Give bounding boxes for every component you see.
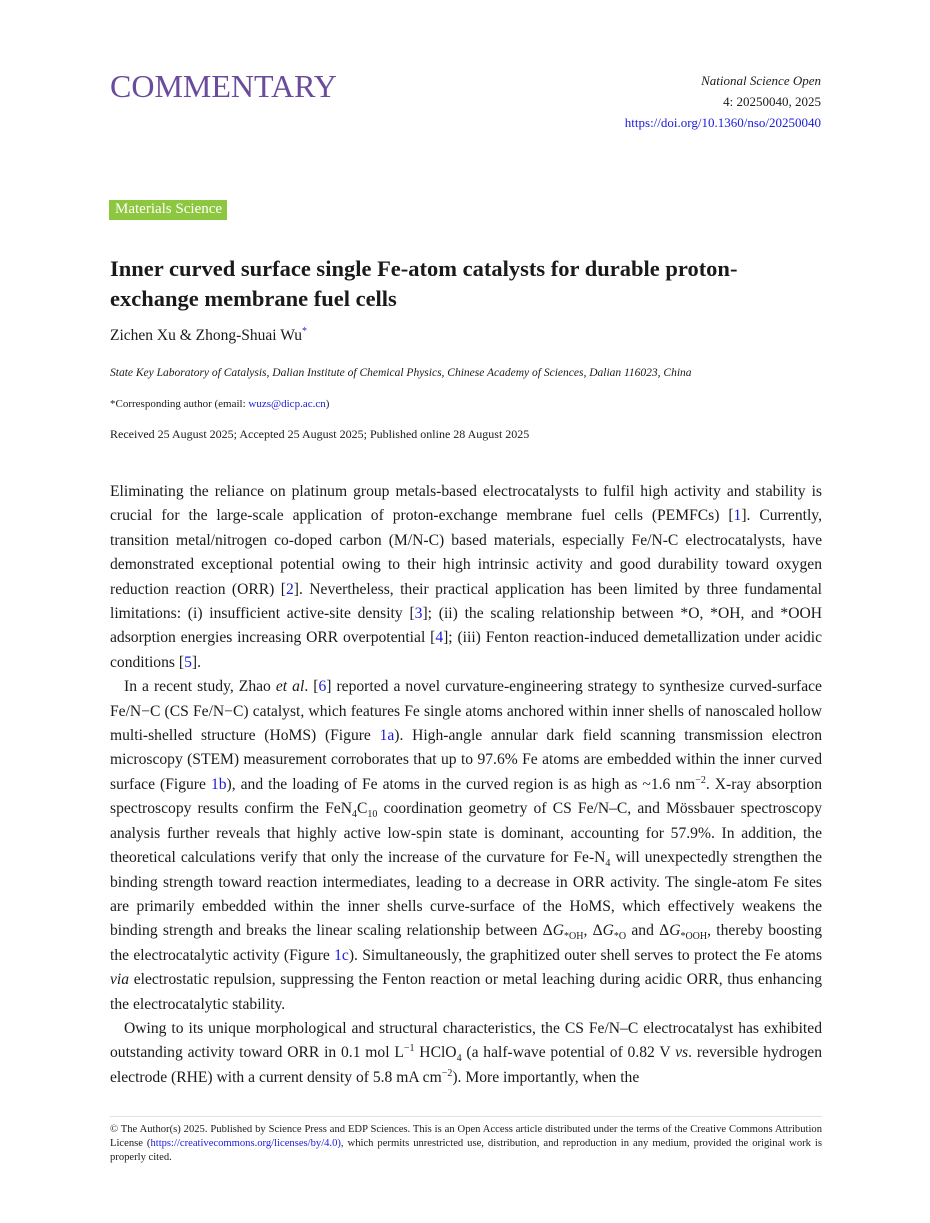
- text-run: and Δ: [626, 922, 670, 940]
- paragraph: In a recent study, Zhao et al. [6] repor…: [110, 675, 822, 1017]
- journal-info: National Science Open 4: 20250040, 2025 …: [625, 70, 821, 133]
- journal-name: National Science Open: [701, 73, 821, 88]
- text-run: G: [552, 922, 564, 940]
- text-run: 4: [352, 809, 357, 821]
- article-body: Eliminating the reliance on platinum gro…: [110, 480, 822, 1090]
- text-run: C: [357, 800, 368, 818]
- text-run: *OH: [563, 931, 584, 943]
- text-run: . [: [304, 678, 319, 696]
- authors: Zichen Xu & Zhong-Shuai Wu*: [110, 326, 307, 345]
- corresponding-prefix: *Corresponding author (email:: [110, 398, 249, 410]
- reference-link[interactable]: 5: [184, 653, 192, 671]
- text-run: , thereby boosting the electrocatalytic …: [110, 922, 823, 964]
- text-run: −2: [441, 1067, 453, 1079]
- corresponding-mark[interactable]: *: [301, 326, 307, 337]
- text-run: ]; (iii) Fenton reaction-induced demetal…: [110, 629, 822, 671]
- text-run: 10: [367, 809, 378, 821]
- text-run: Owing to its unique morphological and st…: [110, 1019, 822, 1062]
- license-text-end: , which permits unrestricted use, distri…: [110, 1138, 822, 1163]
- text-run: G: [602, 922, 614, 940]
- text-run: ]. Currently, transition metal/nitrogen …: [110, 507, 822, 598]
- text-run: 4: [456, 1053, 462, 1065]
- footer-divider: [110, 1116, 822, 1117]
- corresponding-suffix: ): [325, 398, 330, 410]
- reference-link[interactable]: 3: [414, 605, 423, 623]
- doi-link[interactable]: https://doi.org/10.1360/nso/20250040: [624, 115, 821, 130]
- reference-link[interactable]: 1: [733, 507, 742, 525]
- text-run: will unexpectedly strengthen the binding…: [110, 849, 822, 940]
- text-run: ). Simultaneously, the graphitized outer…: [348, 946, 823, 964]
- text-run: ), and the loading of Fe atoms in the cu…: [226, 775, 696, 793]
- subject-badge: Materials Science: [109, 200, 228, 220]
- text-run: *O: [613, 931, 627, 943]
- text-run: ]. Nevertheless, their practical applica…: [110, 580, 822, 623]
- text-run: , Δ: [583, 922, 603, 940]
- author-names: Zichen Xu & Zhong-Shuai Wu: [110, 327, 302, 345]
- text-run: vs: [675, 1044, 689, 1062]
- text-run: ].: [191, 653, 201, 671]
- paragraph: Eliminating the reliance on platinum gro…: [110, 480, 822, 675]
- text-run: et al: [275, 678, 305, 696]
- text-run: G: [669, 922, 681, 940]
- reference-link[interactable]: 2: [285, 580, 294, 598]
- text-run: ). High-angle annular dark field scannin…: [110, 727, 822, 793]
- email-link[interactable]: wuzs@dicp.ac.cn: [248, 398, 326, 410]
- text-run: ]; (ii) the scaling relationship between…: [110, 605, 823, 647]
- reference-link[interactable]: 1b: [210, 775, 227, 793]
- text-run: 4: [605, 858, 611, 870]
- text-run: ] reported a novel curvature-engineering…: [110, 678, 822, 745]
- text-run: *OOH: [680, 931, 708, 943]
- license-text: © The Author(s) 2025. Published by Scien…: [110, 1124, 822, 1149]
- text-run: −1: [403, 1043, 415, 1055]
- reference-link[interactable]: 1c: [334, 946, 349, 964]
- text-run: −2: [695, 774, 706, 786]
- reference-link[interactable]: 1a: [379, 727, 395, 745]
- text-run: In a recent study, Zhao: [124, 678, 276, 696]
- reference-link[interactable]: 6: [318, 678, 327, 696]
- license-footer: © The Author(s) 2025. Published by Scien…: [110, 1123, 822, 1165]
- text-run: Eliminating the reliance on platinum gro…: [110, 483, 822, 525]
- article-title: Inner curved surface single Fe-atom cata…: [110, 256, 738, 311]
- corresponding-author: *Corresponding author (email: wuzs@dicp.…: [110, 398, 329, 410]
- text-run: via: [110, 971, 130, 989]
- journal-volume: 4: 20250040, 2025: [723, 94, 821, 109]
- affiliation: State Key Laboratory of Catalysis, Dalia…: [110, 367, 692, 379]
- paragraph: Owing to its unique morphological and st…: [110, 1017, 822, 1090]
- text-run: ). More importantly, when the: [452, 1068, 640, 1086]
- reference-link[interactable]: 4: [435, 629, 444, 647]
- publication-dates: Received 25 August 2025; Accepted 25 Aug…: [110, 427, 530, 441]
- text-run: electrostatic repulsion, suppressing the…: [110, 971, 822, 1013]
- text-run: HClO: [414, 1044, 457, 1062]
- text-run: . X-ray absorption spectroscopy results …: [110, 775, 822, 818]
- text-run: coordination geometry of CS Fe/N–C, and …: [110, 800, 822, 867]
- text-run: (a half-wave potential of 0.82 V: [461, 1044, 676, 1062]
- license-link[interactable]: https://creativecommons.org/licenses/by/…: [150, 1138, 341, 1149]
- section-label: COMMENTARY: [110, 68, 337, 104]
- text-run: . reversible hydrogen electrode (RHE) wi…: [110, 1044, 823, 1086]
